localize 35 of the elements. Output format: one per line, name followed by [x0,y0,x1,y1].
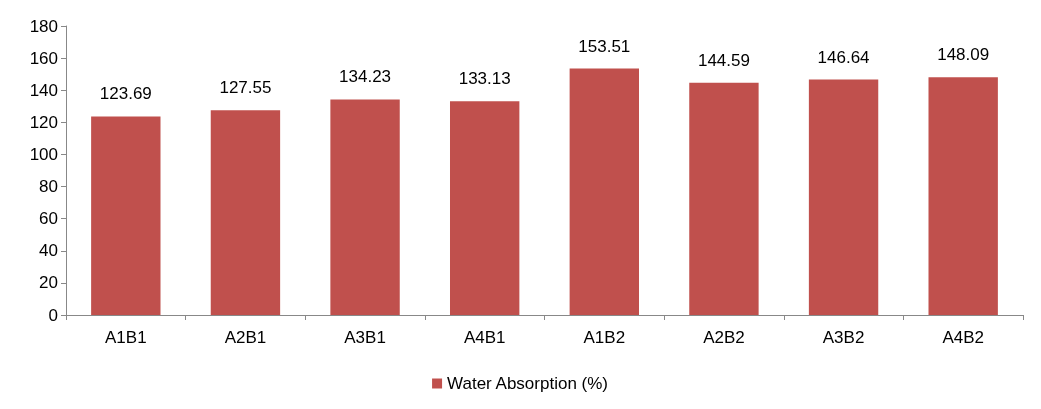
y-tick-label: 140 [29,80,58,100]
y-tick-label: 120 [29,112,58,132]
bar [928,77,998,315]
y-tick-label: 0 [48,305,58,325]
x-tick-label: A1B1 [105,328,147,347]
y-tick-label: 100 [29,144,58,164]
bar [569,68,639,315]
x-tick-label: A4B1 [463,328,506,347]
data-label: 127.55 [219,78,272,98]
data-label: 146.64 [817,47,870,67]
bar [330,99,400,315]
bar [210,110,281,315]
x-tick-label: A2B1 [224,328,267,347]
x-tick-label: A3B1 [344,328,386,347]
x-tick-label: A3B2 [822,328,865,347]
bar [689,82,759,315]
y-tick-label: 80 [39,177,58,197]
x-tick-label: A4B2 [942,328,984,347]
y-tick-label: 180 [29,16,58,36]
data-label: 153.51 [578,36,631,56]
y-tick-label: 60 [39,209,58,229]
data-label: 123.69 [99,84,152,104]
y-tick-label: 20 [39,273,58,293]
data-label: 133.13 [458,69,511,89]
bar [808,79,879,315]
bar [450,101,520,315]
x-tick-label: A2B2 [703,328,745,347]
data-label: 144.59 [697,50,750,70]
data-label: 148.09 [937,45,990,65]
y-tick-label: 40 [39,241,58,261]
data-label: 134.23 [339,67,392,87]
legend-label: Water Absorption (%) [447,374,608,393]
bar [91,116,161,315]
y-tick-label: 160 [29,48,58,68]
x-tick-label: A1B2 [583,328,626,347]
